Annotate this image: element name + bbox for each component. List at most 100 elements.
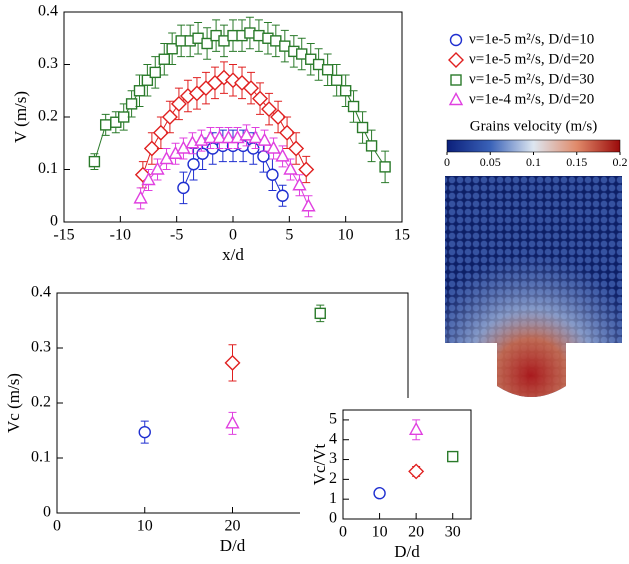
data-point xyxy=(379,161,391,173)
data-point xyxy=(314,307,326,320)
y-tick-label: 0.2 xyxy=(38,108,58,125)
data-point xyxy=(252,90,269,107)
y-tick-label: 4 xyxy=(329,430,337,447)
data-point xyxy=(215,69,232,86)
data-point xyxy=(166,43,178,55)
data-point xyxy=(88,155,101,168)
legend-label: ν=1e-5 m²/s, D/d=10 xyxy=(469,31,594,47)
data-point xyxy=(257,132,272,146)
data-point xyxy=(243,80,260,97)
data-point xyxy=(150,161,165,175)
data-point xyxy=(143,140,160,157)
data-point xyxy=(133,190,148,204)
data-point xyxy=(134,166,151,183)
data-point xyxy=(170,95,187,112)
colorbar-tick-label: 0.2 xyxy=(613,155,628,169)
data-point xyxy=(212,130,227,144)
data-point xyxy=(248,130,263,144)
inset-background xyxy=(300,398,490,564)
data-point xyxy=(276,189,289,202)
x-axis-label: D/d xyxy=(220,536,246,555)
x-tick-label: 5 xyxy=(285,227,293,244)
data-point xyxy=(125,98,138,110)
x-tick-label: 15 xyxy=(394,227,410,244)
data-point xyxy=(266,140,281,154)
marker xyxy=(449,33,463,47)
data-point xyxy=(133,85,146,97)
data-point xyxy=(447,450,459,463)
data-point xyxy=(266,168,279,181)
data-point xyxy=(321,64,334,76)
x-tick-label: 0 xyxy=(229,227,237,244)
data-point xyxy=(301,198,316,212)
colorbar-tick-label: 0 xyxy=(444,155,450,169)
data-point xyxy=(203,130,218,144)
data-point xyxy=(201,37,213,50)
data-point xyxy=(99,119,112,131)
x-tick-label: 20 xyxy=(408,524,424,541)
data-point xyxy=(373,487,386,500)
data-point xyxy=(330,74,343,86)
y-axis-label: Vc/Vt xyxy=(310,443,329,485)
data-point xyxy=(283,161,298,175)
x-tick-label: 20 xyxy=(225,518,241,535)
y-axis-label: V (m/s) xyxy=(11,91,30,143)
y-tick-label: 0.1 xyxy=(38,160,58,177)
y-tick-label: 0 xyxy=(50,213,58,230)
colorbar xyxy=(446,139,621,153)
data-point xyxy=(161,109,178,125)
y-tick-label: 0 xyxy=(329,510,337,527)
colorbar-tick-label: 0.05 xyxy=(480,155,501,169)
y-tick-label: 0.2 xyxy=(31,394,51,411)
data-point xyxy=(187,158,200,171)
x-axis-label: D/d xyxy=(394,542,420,561)
data-point xyxy=(279,124,296,141)
x-tick-label: 0 xyxy=(53,518,61,535)
data-point xyxy=(138,425,151,439)
data-point xyxy=(177,181,190,195)
y-tick-label: 0 xyxy=(43,504,51,521)
data-point xyxy=(270,109,287,125)
data-point xyxy=(275,148,290,162)
marker xyxy=(448,52,464,68)
data-point xyxy=(408,421,424,436)
y-tick-label: 5 xyxy=(329,411,337,428)
data-point xyxy=(225,415,240,429)
data-point xyxy=(158,53,170,65)
data-point xyxy=(118,111,130,123)
x-tick-label: 30 xyxy=(445,524,461,541)
x-tick-label: -15 xyxy=(53,227,74,244)
plot-frame xyxy=(342,409,472,520)
data-point xyxy=(221,130,236,144)
data-point xyxy=(141,74,154,86)
data-point xyxy=(261,101,278,118)
x-tick-label: 10 xyxy=(338,227,354,244)
grains-image xyxy=(445,176,622,397)
x-tick-label: -5 xyxy=(170,227,183,244)
y-tick-label: 3 xyxy=(329,450,337,467)
data-point xyxy=(288,140,305,157)
x-tick-label: 10 xyxy=(372,524,388,541)
legend-label: ν=1e-5 m²/s, D/d=20 xyxy=(469,51,594,67)
x-tick-label: 10 xyxy=(137,518,153,535)
data-point xyxy=(141,172,156,186)
colorbar-tick-label: 0.1 xyxy=(526,155,541,169)
colorbar-title: Grains velocity (m/s) xyxy=(470,118,597,134)
data-point xyxy=(298,161,315,178)
data-point xyxy=(356,121,369,134)
legend-label: ν=1e-4 m²/s, D/d=20 xyxy=(469,91,594,107)
y-tick-label: 0.3 xyxy=(31,339,51,356)
data-point xyxy=(408,463,425,480)
marker xyxy=(450,74,462,86)
data-point xyxy=(347,100,360,113)
data-point xyxy=(292,177,307,191)
data-point xyxy=(196,147,209,160)
x-tick-label: 0 xyxy=(339,524,347,541)
y-tick-label: 1 xyxy=(329,490,337,507)
data-point xyxy=(152,124,169,141)
legend-label: ν=1e-5 m²/s, D/d=30 xyxy=(469,71,594,87)
y-tick-label: 0.3 xyxy=(38,55,58,72)
marker xyxy=(448,92,464,106)
y-tick-label: 0.4 xyxy=(38,3,58,20)
